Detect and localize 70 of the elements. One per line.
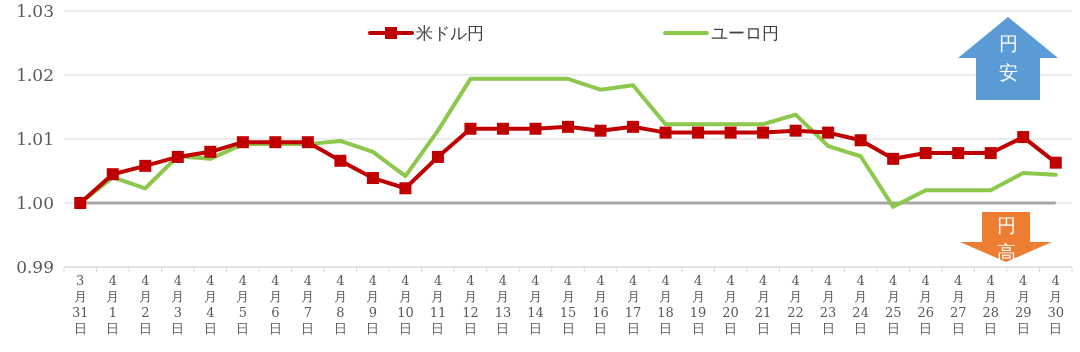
x-tick-label: 4月22日 (787, 273, 804, 336)
x-tick-label: 4月6日 (268, 273, 282, 336)
point (301, 136, 314, 149)
point (74, 197, 87, 209)
x-tick-label: 4月18日 (657, 273, 674, 336)
x-tick-label: 4月5日 (236, 273, 250, 336)
legend-label: 米ドル円 (416, 23, 484, 43)
x-tick-label: 4月30日 (1047, 273, 1065, 336)
x-tick-label: 4月4日 (203, 273, 217, 336)
x-tick-label: 4月1日 (106, 273, 120, 336)
point (171, 150, 184, 163)
point (594, 124, 607, 137)
point (204, 145, 217, 158)
x-tick-label: 3月31日 (71, 273, 89, 336)
legend-label: ユーロ円 (711, 23, 779, 43)
point (627, 120, 640, 133)
point (1049, 156, 1062, 169)
x-tick-label: 4月17日 (624, 273, 642, 336)
point (431, 150, 444, 163)
x-tick-label: 4月21日 (754, 273, 772, 336)
point (106, 168, 119, 181)
x-tick-label: 4月25日 (884, 273, 902, 336)
x-tick-label: 4月11日 (429, 273, 447, 336)
x-tick-label: 4月27日 (949, 273, 967, 336)
point (789, 124, 802, 137)
annotation: 円安 (998, 32, 1018, 83)
point (757, 126, 770, 139)
y-tick-label: 1.01 (16, 129, 54, 149)
x-tick-label: 4月23日 (819, 273, 837, 336)
x-tick-label: 4月3日 (171, 273, 185, 336)
x-tick-label: 4月7日 (301, 273, 315, 336)
point (139, 159, 152, 172)
x-tick-label: 4月8日 (333, 273, 347, 336)
point (496, 122, 509, 135)
point (952, 147, 965, 160)
x-tick-label: 4月29日 (1014, 273, 1032, 336)
x-tick-label: 4月12日 (462, 273, 479, 336)
x-tick-label: 4月26日 (917, 273, 934, 336)
point (399, 182, 412, 195)
x-tick-label: 4月2日 (138, 273, 152, 336)
point (887, 152, 900, 165)
x-tick-label: 4月19日 (689, 273, 707, 336)
point (854, 134, 867, 147)
y-tick-label: 0.99 (16, 257, 54, 277)
y-tick-label: 1.03 (16, 1, 54, 21)
point (692, 126, 705, 139)
point (659, 126, 672, 139)
y-tick-label: 1.02 (16, 65, 54, 85)
x-tick-label: 4月10日 (397, 273, 414, 336)
point (822, 126, 835, 139)
x-tick-label: 4月28日 (982, 273, 999, 336)
x-tick-label: 4月9日 (366, 273, 380, 336)
x-tick-label: 4月20日 (722, 273, 739, 336)
x-tick-label: 4月24日 (852, 273, 869, 336)
x-tick-label: 4月15日 (559, 273, 577, 336)
point (334, 154, 347, 167)
point (724, 126, 737, 139)
point (1017, 131, 1030, 144)
y-tick-label: 1.00 (16, 193, 54, 213)
point (464, 122, 477, 135)
x-tick-label: 4月13日 (494, 273, 512, 336)
point (562, 120, 574, 133)
x-tick-label: 4月14日 (527, 273, 544, 336)
x-tick-label: 4月16日 (592, 273, 609, 336)
point (529, 122, 542, 135)
point (919, 147, 932, 160)
point (269, 136, 282, 149)
point (984, 147, 997, 160)
point (236, 136, 249, 149)
point (366, 172, 379, 185)
